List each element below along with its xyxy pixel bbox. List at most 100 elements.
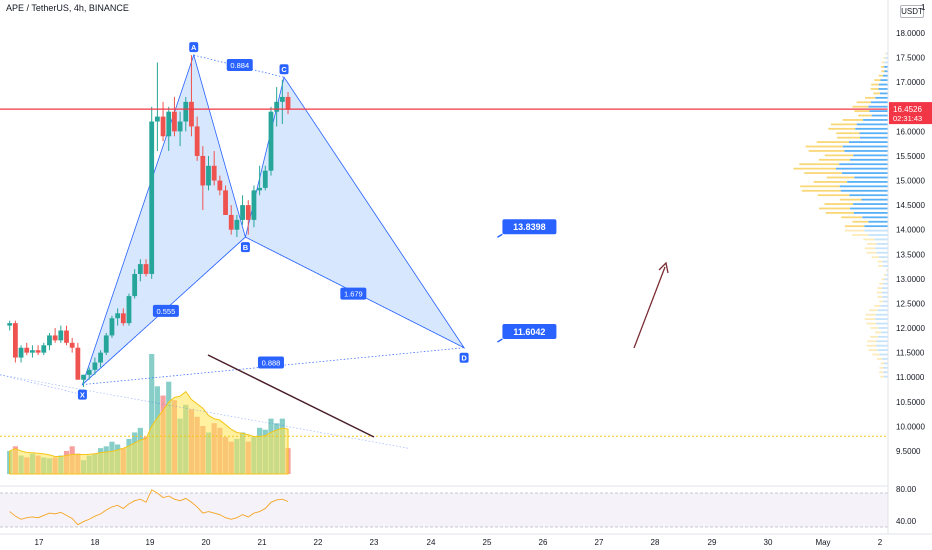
profile-bar-down	[842, 119, 864, 121]
candle-body	[166, 111, 172, 137]
profile-bar-up	[869, 110, 888, 113]
point-label-c: C	[281, 65, 287, 74]
price-tick: 14.5000	[896, 201, 925, 210]
profile-bar-up	[876, 344, 888, 347]
candle-body	[64, 330, 69, 343]
profile-bar-up	[885, 57, 888, 59]
profile-bar-up	[884, 61, 888, 64]
profile-bar-down	[837, 136, 861, 139]
price-tick: 13.5000	[896, 250, 925, 259]
profile-bar-up	[879, 92, 888, 95]
profile-bar-down	[864, 318, 876, 321]
profile-bar-down	[854, 110, 870, 113]
profile-bar-up	[886, 52, 888, 55]
profile-bar-up	[864, 229, 888, 232]
pattern-bcd	[244, 76, 466, 349]
profile-bar-down	[870, 88, 879, 90]
candle-body	[92, 362, 98, 370]
time-axis[interactable]: 17 18 19 20 21 22 23 24 25 26 27 28 29 30 May 2	[0, 533, 932, 547]
profile-bar-down	[869, 309, 878, 312]
ratio-label-bg	[152, 304, 179, 317]
price-tick: 12.0000	[896, 324, 925, 333]
time-tick: 25	[483, 538, 492, 547]
profile-bar-down	[856, 101, 871, 104]
profile-bar-down	[801, 189, 841, 192]
profile-bar-down	[877, 296, 883, 298]
profile-bar-up	[854, 176, 888, 179]
candle-body	[120, 313, 126, 324]
axis-top-label: 1	[921, 3, 926, 12]
rsi-band	[0, 493, 888, 527]
candle-body	[143, 264, 149, 274]
pattern-xab	[81, 53, 246, 386]
profile-bar-up	[853, 212, 888, 214]
profile-bar-down	[883, 57, 886, 59]
ratio-label-bg	[340, 287, 367, 300]
price-tick: 14.0000	[896, 226, 925, 235]
profile-bar-up	[853, 203, 888, 205]
time-tick: 23	[370, 538, 379, 547]
profile-bar-down	[816, 141, 849, 143]
candle-body	[234, 219, 240, 230]
target-label: 11.6042	[513, 327, 545, 337]
profile-bar-down	[805, 145, 843, 148]
profile-bar-down	[799, 163, 840, 166]
time-tick: 28	[651, 538, 660, 547]
profile-bar-down	[873, 92, 880, 95]
profile-bar-down	[880, 375, 884, 378]
profile-bar-down	[866, 251, 877, 254]
profile-bar-up	[880, 79, 888, 82]
candle-body	[228, 214, 234, 230]
profile-bar-up	[870, 101, 888, 104]
volume-bar	[149, 354, 155, 474]
candle-body	[279, 96, 285, 102]
time-tick: 29	[708, 538, 717, 547]
profile-bar-up	[878, 88, 888, 90]
profile-bar-up	[880, 304, 888, 307]
profile-bar-down	[852, 105, 869, 108]
currency-unit-button[interactable]: USDT	[900, 5, 924, 18]
price-tick: 16.0000	[896, 127, 925, 136]
candle-body	[257, 187, 263, 191]
profile-bar-up	[875, 96, 888, 99]
profile-bar-up	[878, 335, 888, 338]
profile-bar-up	[878, 327, 888, 329]
candle-body	[262, 170, 268, 188]
candle-body	[206, 165, 211, 186]
profile-bar-down	[858, 114, 872, 117]
target-label-bg	[502, 323, 557, 339]
candle-body	[115, 313, 121, 319]
candle-body	[132, 273, 138, 297]
profile-bar-down	[828, 127, 856, 130]
profile-bar-down	[877, 358, 882, 360]
profile-bar-down	[825, 212, 854, 214]
candle-body	[223, 190, 228, 215]
candle-body	[251, 190, 257, 220]
target-pointer	[497, 338, 503, 343]
profile-bar-down	[879, 282, 884, 285]
profile-bar-up	[855, 127, 888, 130]
profile-bar-down	[844, 225, 865, 228]
price-tick: 18.0000	[896, 29, 925, 38]
candle-body	[240, 205, 245, 220]
rsi-tick: 80.00	[896, 485, 917, 494]
time-tick: May	[815, 538, 830, 547]
profile-bar-up	[839, 163, 888, 166]
time-tick: 21	[258, 538, 267, 547]
profile-bar-down	[836, 132, 860, 135]
profile-bar-down	[867, 242, 877, 245]
candle-body	[12, 323, 18, 358]
candle-body	[268, 111, 274, 171]
profile-bar-up	[886, 269, 888, 272]
price-axis[interactable]: 18.000017.500017.000016.500016.000015.50…	[887, 0, 932, 534]
candle-body	[47, 335, 52, 346]
profile-bar-down	[871, 83, 879, 86]
candle-body	[137, 264, 143, 274]
profile-bar-up	[881, 358, 888, 360]
profile-bar-up	[880, 331, 888, 334]
profile-bar-down	[819, 207, 851, 210]
profile-bar-up	[884, 65, 888, 68]
profile-bar-down	[841, 216, 863, 219]
profile-bar-down	[881, 278, 885, 281]
